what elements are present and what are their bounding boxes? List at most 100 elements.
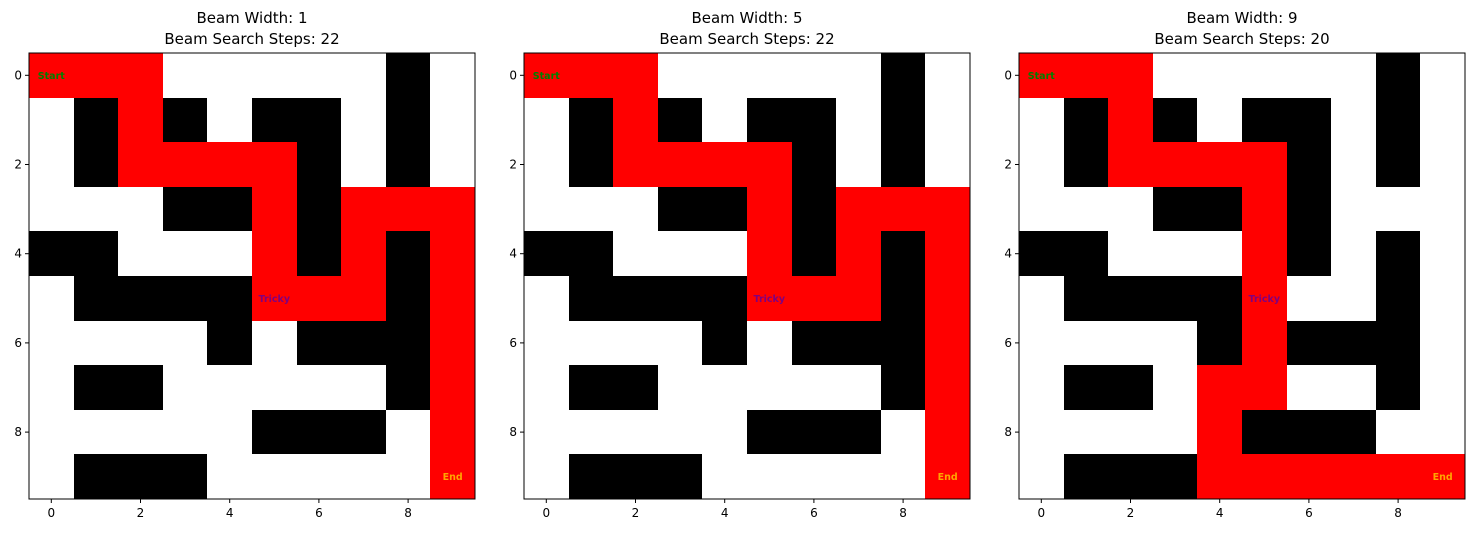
path-cell [430, 187, 475, 231]
path-cell [430, 231, 475, 276]
annotation-end: End [1433, 472, 1453, 483]
open-cell [658, 410, 702, 454]
axes-frame [1018, 52, 1466, 500]
open-cell [1019, 410, 1064, 454]
x-tick-label: 6 [315, 506, 323, 520]
x-tick-label: 0 [47, 506, 55, 520]
wall-cell [297, 98, 341, 142]
wall-cell [881, 142, 925, 187]
wall-cell [1242, 410, 1287, 454]
open-cell [747, 321, 792, 365]
open-cell [569, 410, 613, 454]
wall-cell [297, 321, 341, 365]
annotation-start: Start [1028, 71, 1055, 82]
wall-cell [881, 321, 925, 365]
wall-cell [1019, 231, 1064, 276]
path-cell [430, 454, 475, 499]
wall-cell [613, 454, 658, 499]
wall-cell [163, 454, 207, 499]
wall-cell [386, 53, 430, 98]
path-cell [925, 321, 970, 365]
wall-cell [297, 231, 341, 276]
path-cell [658, 142, 702, 187]
open-cell [1331, 98, 1376, 142]
wall-cell [1331, 321, 1376, 365]
open-cell [1420, 365, 1465, 410]
wall-cell [569, 98, 613, 142]
path-cell [1064, 53, 1108, 98]
x-tick-label: 0 [542, 506, 550, 520]
open-cell [1019, 276, 1064, 321]
open-cell [1019, 454, 1064, 499]
open-cell [252, 53, 297, 98]
path-cell [207, 142, 252, 187]
y-tick-label: 8 [1004, 425, 1012, 439]
open-cell [658, 231, 702, 276]
wall-cell [341, 410, 386, 454]
open-cell [1331, 142, 1376, 187]
wall-cell [1376, 53, 1420, 98]
open-cell [1420, 98, 1465, 142]
wall-cell [1153, 98, 1197, 142]
open-cell [163, 410, 207, 454]
open-cell [702, 410, 747, 454]
annotation-tricky: Tricky [259, 294, 291, 305]
open-cell [1153, 321, 1197, 365]
open-cell [836, 98, 881, 142]
wall-cell [252, 98, 297, 142]
path-cell [341, 187, 386, 231]
open-cell [1064, 410, 1108, 454]
path-cell [1242, 321, 1287, 365]
wall-cell [341, 321, 386, 365]
y-tick-label: 4 [1004, 247, 1012, 261]
wall-cell [118, 365, 163, 410]
open-cell [118, 231, 163, 276]
y-tick-label: 0 [1004, 68, 1012, 82]
path-cell [1019, 53, 1064, 98]
path-cell [252, 187, 297, 231]
wall-cell [118, 276, 163, 321]
x-tick-label: 6 [1305, 506, 1313, 520]
wall-cell [881, 276, 925, 321]
open-cell [29, 98, 74, 142]
open-cell [1108, 187, 1153, 231]
open-cell [792, 365, 836, 410]
path-cell [1197, 365, 1242, 410]
wall-cell [163, 187, 207, 231]
open-cell [881, 410, 925, 454]
y-tick-label: 2 [14, 158, 22, 172]
wall-cell [881, 98, 925, 142]
open-cell [297, 454, 341, 499]
wall-cell [702, 187, 747, 231]
wall-cell [792, 187, 836, 231]
axes-frame [523, 52, 971, 500]
open-cell [207, 53, 252, 98]
wall-cell [29, 231, 74, 276]
open-cell [1153, 365, 1197, 410]
wall-cell [702, 276, 747, 321]
path-cell [386, 187, 430, 231]
open-cell [207, 454, 252, 499]
panel-title-line2: Beam Search Steps: 22 [164, 30, 339, 48]
open-cell [1108, 410, 1153, 454]
open-cell [747, 365, 792, 410]
path-cell [1331, 454, 1376, 499]
maze-cells [1019, 53, 1465, 499]
wall-cell [1376, 276, 1420, 321]
path-cell [1197, 142, 1242, 187]
y-tick-label: 8 [509, 425, 517, 439]
open-cell [118, 321, 163, 365]
open-cell [118, 410, 163, 454]
path-cell [836, 187, 881, 231]
wall-cell [792, 98, 836, 142]
wall-cell [252, 410, 297, 454]
wall-cell [386, 321, 430, 365]
wall-cell [1064, 231, 1108, 276]
x-tick-label: 8 [899, 506, 907, 520]
annotation-tricky: Tricky [754, 294, 786, 305]
open-cell [297, 365, 341, 410]
path-cell [925, 410, 970, 454]
open-cell [252, 454, 297, 499]
open-cell [1331, 365, 1376, 410]
wall-cell [207, 321, 252, 365]
